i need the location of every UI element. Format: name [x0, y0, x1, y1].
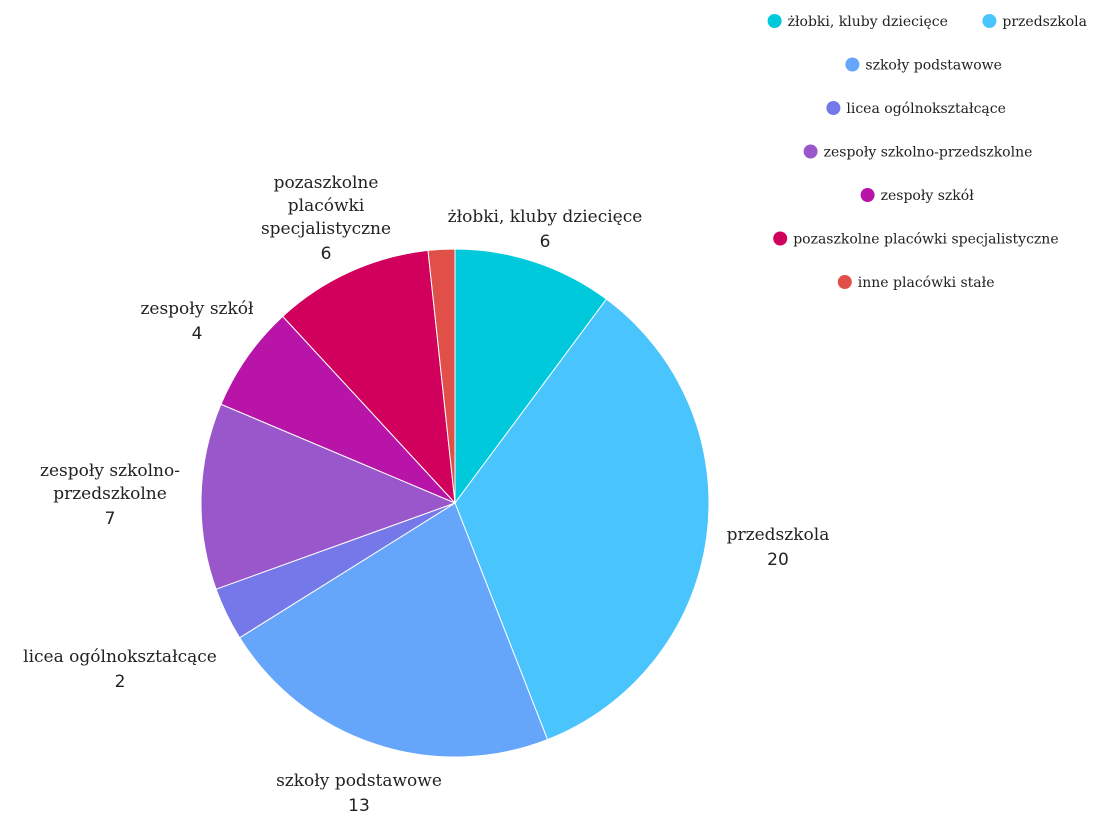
legend-item-label[interactable]: inne placówki stałe [858, 275, 995, 291]
slice-label: licea ogólnokształcące [23, 647, 217, 667]
slice-value-label: 20 [767, 550, 789, 570]
pie-slice-szkoly-podstawowe[interactable] [238, 502, 549, 758]
legend-marker [767, 14, 782, 28]
pie-slices [200, 248, 710, 758]
legend-marker [860, 188, 875, 202]
pie-slice-zlobki-kluby-dzieciece[interactable] [454, 248, 608, 505]
slice-value-label: 6 [540, 232, 551, 252]
slice-labels: żłobki, kluby dziecięce 6 przedszkola 20 szk… [23, 173, 829, 814]
legend-item-label[interactable]: zespoły szkół [881, 188, 975, 204]
slice-label: zespoły szkół [140, 299, 254, 319]
slice-label: przedszkola [727, 525, 830, 545]
slice-label: zespoły szkolno- [40, 461, 180, 481]
pie-slice-pozaszkolne-placowki-specjalistyczne[interactable] [282, 249, 456, 505]
legend-marker [837, 275, 852, 289]
legend-item-label[interactable]: licea ogólnokształcące [846, 101, 1006, 117]
legend-marker [773, 231, 788, 246]
pie-slice-przedszkola[interactable] [454, 298, 710, 741]
slice-value-label: 4 [192, 324, 203, 344]
legend-item-label[interactable]: żłobki, kluby dziecięce [788, 14, 948, 30]
slice-label: placówki [288, 196, 365, 216]
pie-slice-zespoly-szkol[interactable] [220, 315, 456, 504]
pie-slice-zespoly-szkolno-przedszkolne[interactable] [200, 403, 457, 590]
legend-item-label[interactable]: szkoły podstawowe [865, 58, 1002, 74]
slice-value-label: 7 [105, 509, 116, 529]
slice-value-label: 13 [348, 796, 370, 814]
slice-label: pozaszkolne [274, 173, 379, 193]
slice-label: specjalistyczne [261, 219, 391, 239]
slice-value-label: 6 [321, 244, 332, 264]
legend-marker [826, 101, 841, 115]
slice-value-label: 2 [115, 672, 126, 692]
legend-item-label[interactable]: zespoły szkolno-przedszkolne [824, 145, 1033, 161]
legend-item-label[interactable]: przedszkola [1002, 14, 1087, 30]
legend-item-label[interactable]: pozaszkolne placówki specjalistyczne [793, 232, 1058, 248]
slice-label: przedszkolne [53, 484, 167, 504]
pie-slice-inne-placowki-stale[interactable] [427, 248, 456, 504]
legend-marker [982, 14, 997, 28]
slice-label: szkoły podstawowe [276, 771, 442, 791]
legend-marker [803, 144, 818, 159]
legend: żłobki, kluby dziecięce przedszkola szkoły… [767, 14, 1087, 291]
slice-label: żłobki, kluby dziecięce [448, 207, 643, 227]
legend-marker [845, 57, 860, 72]
